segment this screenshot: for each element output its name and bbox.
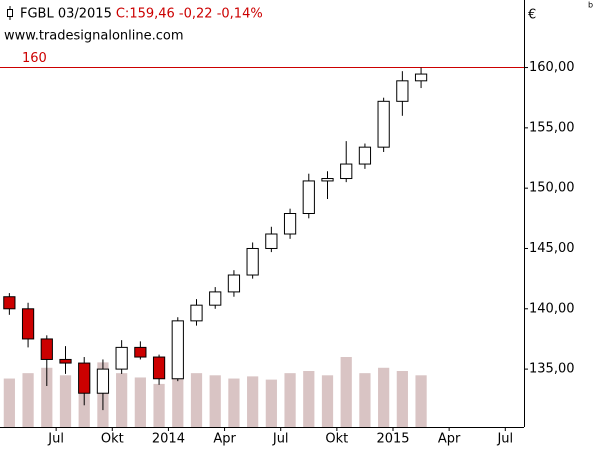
x-tick-label: 2015 (376, 432, 409, 447)
candle-body (78, 362, 91, 394)
y-tick-label: 145,00 (529, 241, 575, 256)
y-tick-label: 155,00 (529, 120, 575, 135)
x-tick-label: Okt (101, 432, 124, 447)
volume-bar (153, 383, 165, 427)
volume-bar (116, 373, 128, 427)
volume-bar (209, 375, 221, 427)
candle-body (283, 213, 297, 235)
volume-bar (22, 373, 34, 427)
candle-body (40, 338, 53, 360)
x-tick-label: Jul (272, 432, 289, 447)
volume-bar (59, 375, 72, 427)
candle-body (302, 180, 315, 214)
volume-bar (41, 367, 53, 427)
symbol: FGBL 03/2015 (20, 7, 112, 22)
candle-body (190, 304, 203, 322)
candle-body (414, 73, 428, 82)
y-tick-label: 150,00 (529, 181, 575, 196)
candle-body (96, 368, 110, 394)
candle-body (227, 274, 241, 293)
candle-body (171, 320, 184, 380)
volume-bar (284, 373, 296, 427)
candle-body (321, 178, 334, 182)
volume-bar (265, 379, 277, 427)
volume-bar (3, 378, 15, 427)
y-tick-label: 135,00 (529, 362, 575, 377)
x-tick-label: 2014 (152, 432, 185, 447)
volume-bar (340, 357, 352, 427)
volume-bar (247, 376, 259, 427)
volume-bar (321, 375, 334, 427)
volume-bar (134, 377, 146, 427)
y-tick-label: 140,00 (529, 301, 575, 316)
reference-label: 160 (22, 51, 47, 66)
volume-bar (378, 367, 390, 427)
volume-bar (396, 371, 408, 427)
volume-bar (359, 373, 371, 427)
candle-body (340, 163, 353, 180)
volume-bar (190, 373, 203, 427)
candle-body (246, 247, 259, 276)
candle-body (21, 308, 35, 340)
corner-mark: b (588, 1, 593, 10)
x-tick-label: Jul (47, 432, 64, 447)
candle-body (358, 146, 372, 165)
volume-bar (415, 375, 427, 427)
x-tick-label: Apr (213, 432, 236, 447)
symbol-icon (7, 6, 13, 20)
y-tick-label: 160,00 (529, 60, 575, 75)
candle-body (115, 346, 128, 370)
source: www.tradesignalonline.com (4, 29, 184, 44)
candle-body (265, 233, 278, 249)
volume-bar (303, 371, 315, 427)
volume-bar (228, 378, 240, 427)
candle-body (377, 100, 390, 148)
volume-bar (172, 367, 184, 427)
candle-body (209, 291, 222, 306)
currency: € (528, 8, 536, 23)
candle-body (134, 346, 147, 358)
x-tick-label: Jul (496, 432, 513, 447)
quote: C:159,46 -0,22 -0,14% (116, 7, 263, 22)
x-tick-label: Apr (438, 432, 461, 447)
candle-body (3, 296, 16, 310)
candle-body (152, 356, 166, 380)
candle-body (396, 80, 409, 102)
candle-body (59, 358, 72, 364)
x-tick-label: Okt (325, 432, 348, 447)
